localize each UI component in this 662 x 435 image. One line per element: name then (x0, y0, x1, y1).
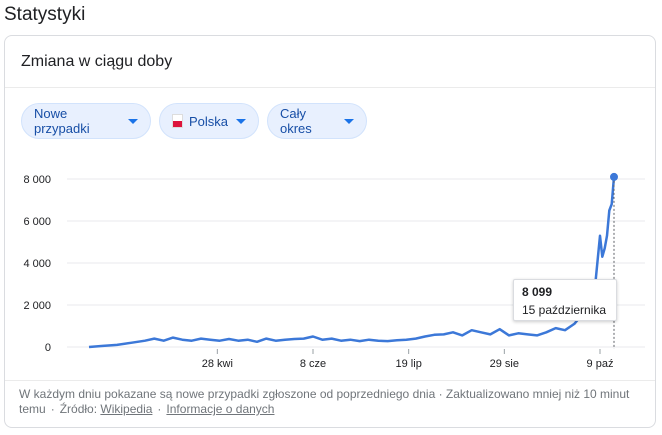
period-dropdown-label: Cały okres (280, 106, 312, 136)
section-title: Statystyki (4, 4, 86, 25)
chevron-down-icon (236, 118, 246, 124)
stats-card: Zmiana w ciągu doby Nowe przypadki Polsk… (4, 35, 656, 428)
card-header: Zmiana w ciągu doby (5, 36, 655, 88)
separator: · (50, 402, 55, 416)
chart-tooltip: 8 099 15 października (513, 279, 617, 321)
x-tick-label: 9 paź (587, 358, 614, 370)
y-tick-label: 0 (45, 342, 51, 354)
tooltip-date: 15 października (522, 303, 607, 317)
series-line (88, 176, 616, 349)
tooltip-value: 8 099 (522, 285, 553, 299)
region-dropdown[interactable]: Polska (159, 103, 259, 139)
chevron-down-icon (128, 118, 138, 124)
metric-dropdown[interactable]: Nowe przypadki (21, 103, 151, 139)
card-title: Zmiana w ciągu doby (21, 53, 173, 70)
y-tick-label: 6 000 (23, 216, 51, 228)
source-label: Źródło: (59, 402, 98, 416)
x-tick-label: 8 cze (300, 358, 326, 370)
footer-text: W każdym dniu pokazane są nowe przypadki… (19, 387, 630, 416)
y-tick-label: 8 000 (23, 174, 51, 186)
x-tick-label: 19 lip (396, 358, 422, 370)
x-tick-label: 29 sie (490, 358, 519, 370)
poland-flag-icon (172, 114, 183, 128)
about-data-link[interactable]: Informacje o danych (166, 402, 275, 416)
region-dropdown-label: Polska (188, 113, 228, 129)
metric-dropdown-label: Nowe przypadki (34, 106, 90, 136)
cases-line-chart: 0 2 000 4 000 6 000 8 000 28 kwi 8 cze 19 lip 29… (23, 172, 645, 370)
flag-stripe-white (173, 115, 182, 121)
separator: · (157, 402, 162, 416)
x-tick-label: 28 kwi (202, 358, 233, 370)
y-tick-label: 2 000 (23, 300, 51, 312)
flag-stripe-red (173, 121, 182, 127)
wikipedia-link[interactable]: Wikipedia (100, 402, 153, 416)
y-tick-label: 4 000 (23, 258, 51, 270)
chevron-down-icon (344, 118, 354, 124)
data-point (610, 172, 618, 181)
card-footer: W każdym dniu pokazane są nowe przypadki… (5, 380, 655, 427)
period-dropdown[interactable]: Cały okres (267, 103, 367, 139)
